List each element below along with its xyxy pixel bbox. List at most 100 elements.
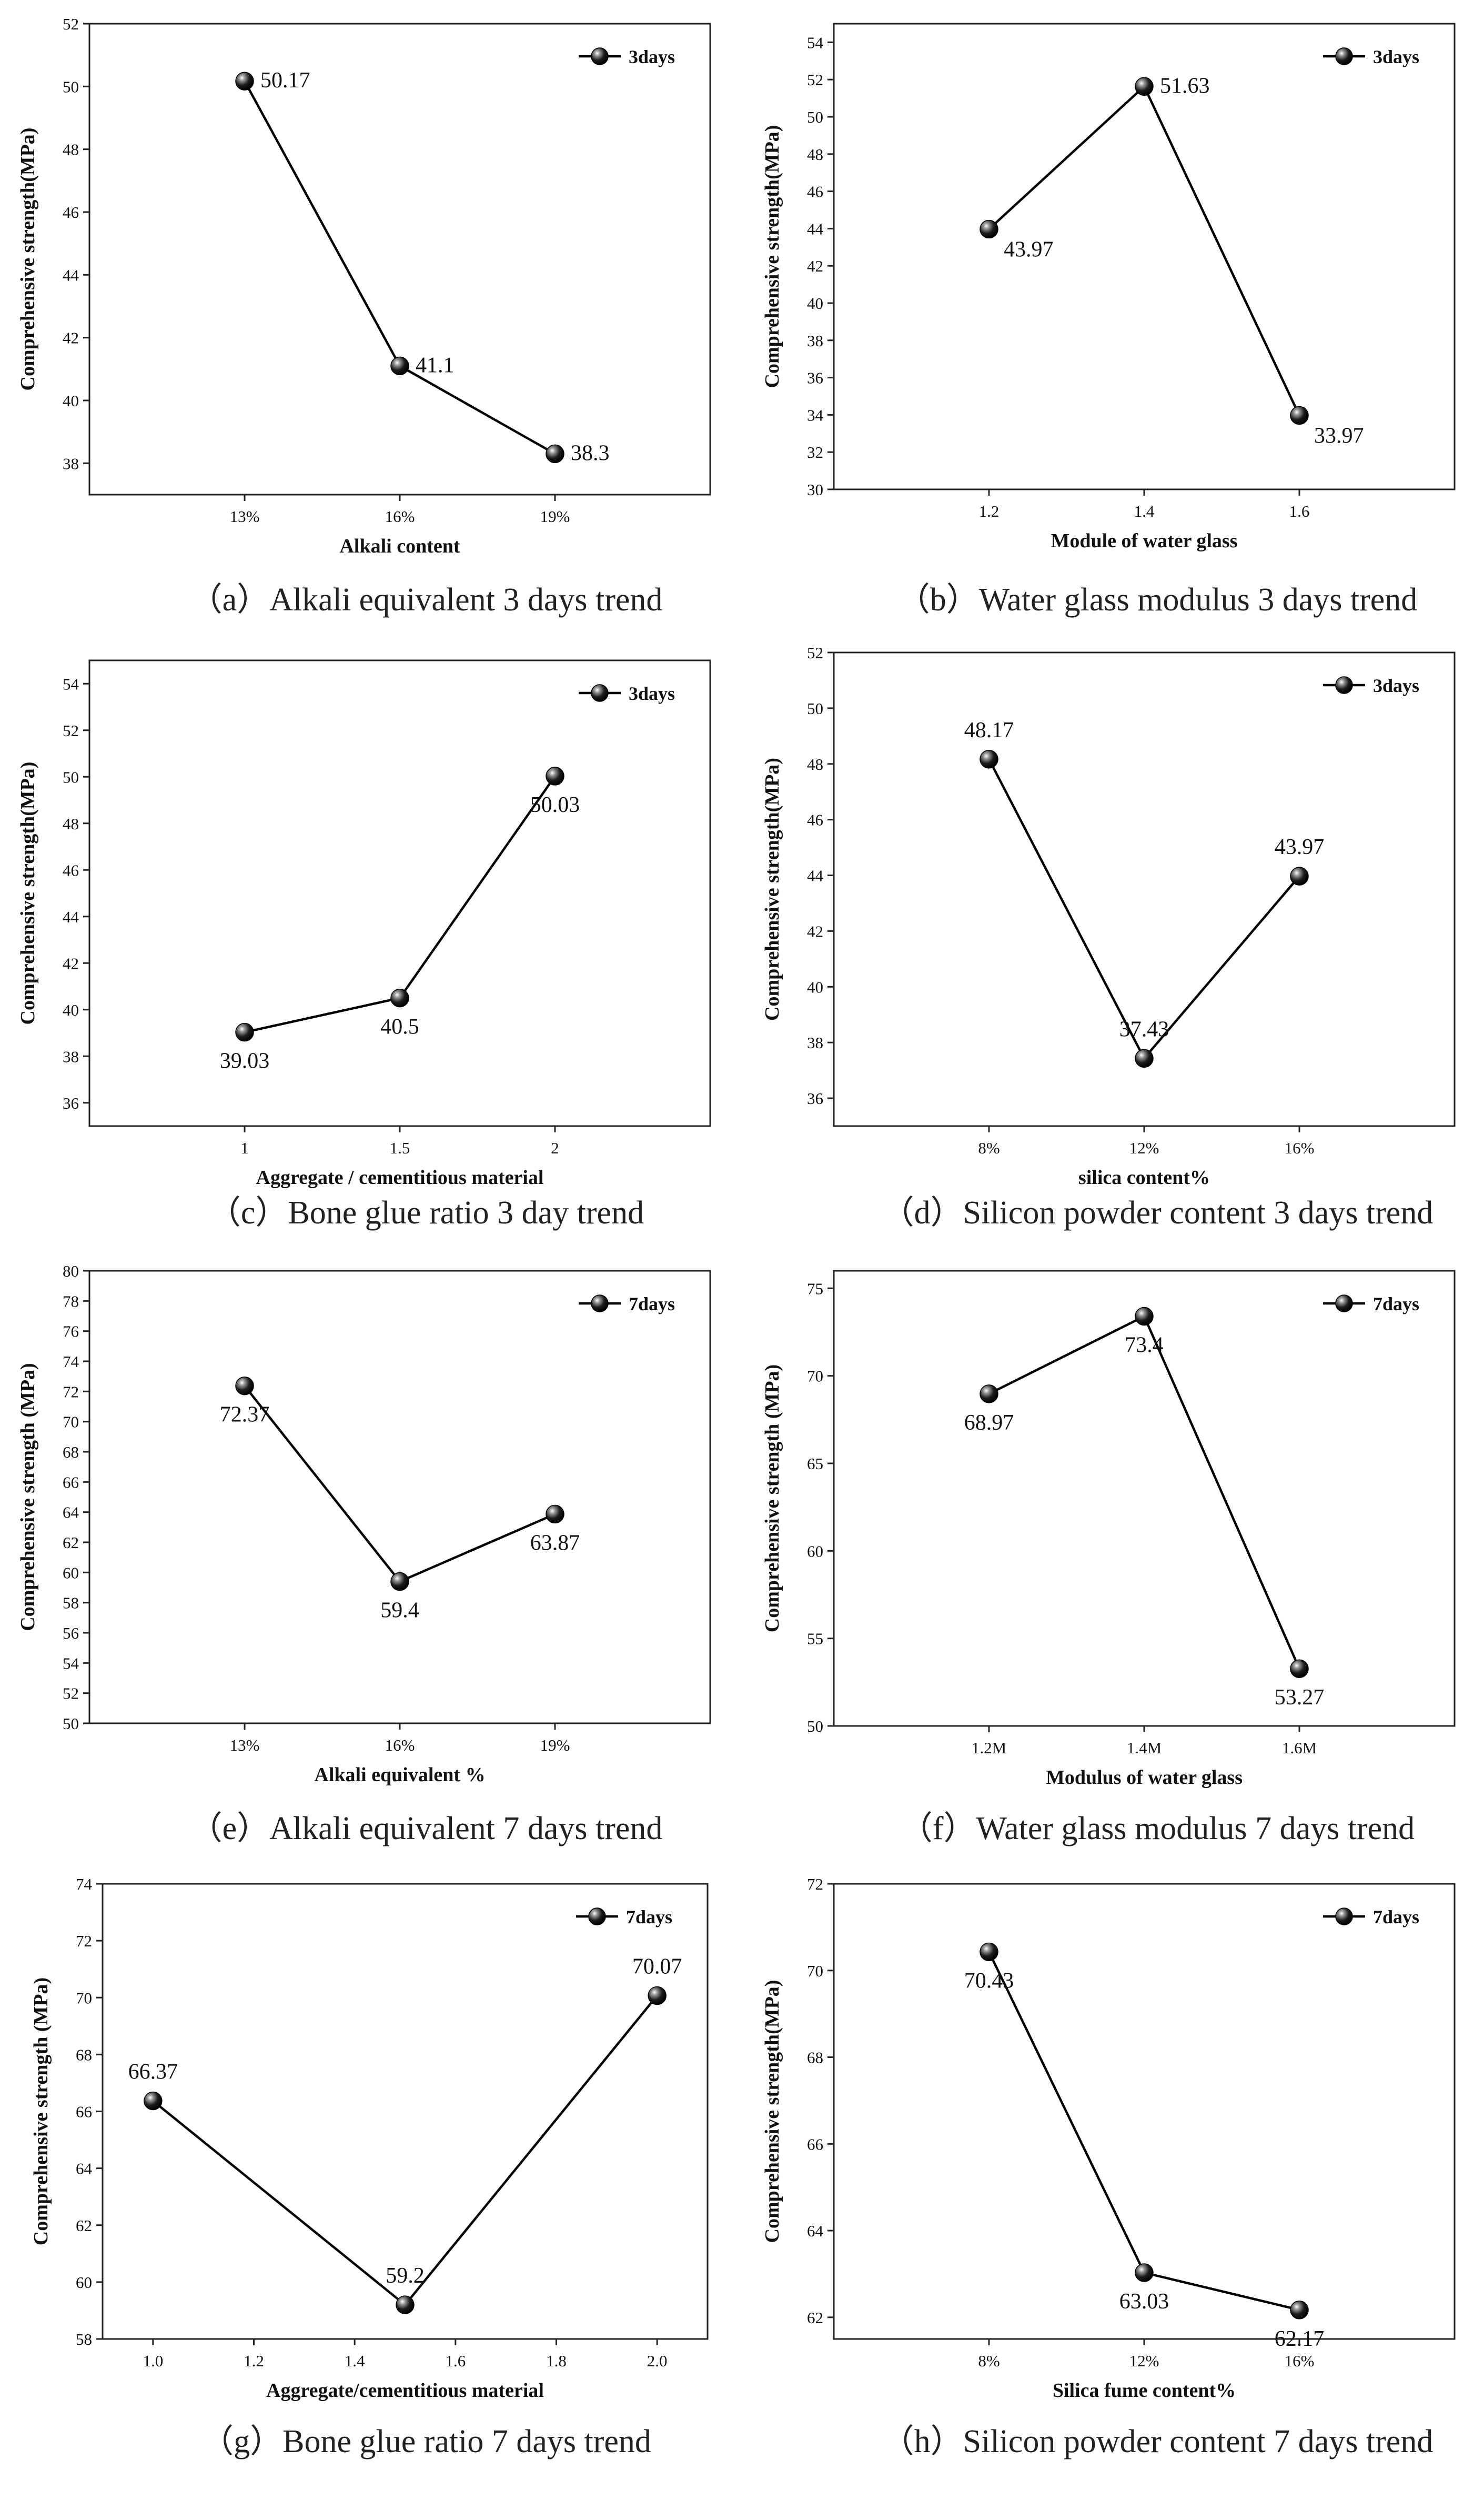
data-label: 66.37 [128,2060,178,2084]
data-point [390,988,409,1008]
y-tick-label: 70 [807,1367,823,1385]
plot-frame [88,1270,711,1724]
x-tick-label: 13% [230,1736,260,1754]
data-point [980,219,998,239]
y-tick-label: 78 [63,1292,79,1310]
y-tick-label: 50 [63,77,79,96]
data-point [235,1376,254,1395]
x-axis-label: Aggregate / cementitious material [256,1167,544,1189]
y-tick-label: 38 [63,454,79,473]
data-label: 50.03 [530,793,580,817]
y-tick-label: 62 [63,1533,79,1552]
x-tick-label: 1.8 [546,2352,567,2370]
legend-label: 3days [629,683,675,704]
x-tick-label: 1.6M [1282,1739,1317,1757]
y-axis-label: Comprehensive strength(MPa) [17,762,39,1025]
y-tick-label: 72 [63,1382,79,1401]
data-point [1290,1659,1309,1678]
panel-caption: （h）Silicon powder content 7 days trend [882,2424,1433,2459]
y-tick-label: 34 [807,406,824,424]
y-tick-label: 52 [63,15,79,33]
data-label: 41.1 [416,353,455,377]
x-tick-label: 8% [978,1139,1000,1157]
data-label: 38.3 [571,441,610,465]
y-tick-label: 46 [807,183,823,201]
data-point [235,1022,254,1042]
y-tick-label: 52 [63,721,79,740]
panel-caption: （g）Bone glue ratio 7 days trend [201,2424,651,2459]
x-tick-label: 1.6 [445,2352,466,2370]
legend-label: 7days [1373,1906,1419,1927]
y-tick-label: 74 [63,1352,79,1371]
y-tick-label: 36 [807,1089,823,1108]
data-point [396,2295,415,2314]
chart-panel-d: 36 38 40 42 44 46 48 50 52 8% 12% 16% silica content… [761,644,1456,1231]
y-tick-label: 70 [63,1413,79,1431]
legend-marker [591,47,609,65]
y-tick-label: 50 [63,768,79,786]
y-tick-label: 30 [807,480,823,499]
y-tick-label: 60 [76,2273,92,2292]
series-line [987,1951,1300,2311]
panel-caption: （b）Water glass modulus 3 days trend [897,582,1418,618]
y-tick-label: 42 [807,257,823,275]
data-label: 68.97 [964,1411,1014,1435]
data-point [235,72,254,91]
y-tick-label: 66 [63,1473,79,1491]
y-tick-label: 48 [807,755,823,774]
data-point [546,1504,564,1524]
x-axis-label: Alkali content [339,535,460,557]
y-tick-label: 40 [63,1001,79,1019]
y-tick-label: 66 [76,2103,92,2121]
y-axis-label: Comprehensive strength(MPa) [17,128,39,391]
y-tick-label: 58 [63,1594,79,1612]
chart-panel-a: 38 40 42 44 46 48 50 52 13% 16% 19% Alkali content C… [17,15,711,618]
panel-caption: （d）Silicon powder content 3 days trend [882,1195,1433,1231]
x-tick-label: 12% [1129,1139,1159,1157]
data-label: 33.97 [1314,424,1364,448]
y-tick-label: 38 [63,1047,79,1066]
y-tick-label: 68 [76,2045,92,2064]
data-label: 50.17 [260,68,310,93]
y-tick-label: 50 [807,699,823,718]
data-point [1135,2263,1154,2282]
plot-frame [88,659,711,1127]
data-label: 43.97 [1004,237,1054,262]
x-tick-label: 19% [540,1736,570,1754]
y-tick-label: 55 [807,1630,823,1648]
y-tick-label: 48 [807,145,823,164]
data-label: 39.03 [220,1049,270,1073]
x-tick-label: 16% [1285,1139,1315,1157]
x-tick-label: 1.2 [244,2352,264,2370]
y-tick-label: 68 [807,2049,823,2067]
data-point [1135,77,1154,96]
x-axis-label: Modulus of water glass [1046,1766,1243,1789]
chart-panel-g: 58 60 62 64 66 68 70 72 74 1.0 1.2 1.4 1.6 1.8 2.0 Aggr… [30,1875,709,2459]
legend-marker [1335,1294,1353,1312]
x-axis-label: Aggregate/cementitious material [266,2379,544,2402]
data-point [980,1384,998,1403]
y-tick-label: 44 [807,867,824,885]
x-tick-label: 16% [385,507,415,526]
y-tick-label: 38 [807,332,823,350]
y-tick-label: 72 [76,1932,92,1950]
y-tick-label: 42 [63,954,79,972]
legend-label: 3days [629,46,675,67]
legend-marker [591,1294,609,1312]
y-tick-label: 64 [807,2222,824,2240]
panel-caption: （e）Alkali equivalent 7 days trend [190,1811,663,1846]
y-tick-label: 60 [807,1542,823,1560]
x-tick-label: 12% [1129,2352,1159,2370]
x-tick-label: 1.0 [143,2352,163,2370]
data-point [980,750,998,769]
y-tick-label: 52 [63,1684,79,1703]
y-axis-label: Comprehensive strength (MPa) [17,1363,39,1631]
y-tick-label: 48 [63,140,79,159]
data-point [648,1986,667,2005]
x-tick-label: 1.4 [1134,502,1155,520]
x-tick-label: 8% [978,2352,1000,2370]
y-tick-label: 40 [63,391,79,410]
y-tick-label: 42 [807,922,823,940]
x-tick-label: 1.2M [972,1739,1006,1757]
